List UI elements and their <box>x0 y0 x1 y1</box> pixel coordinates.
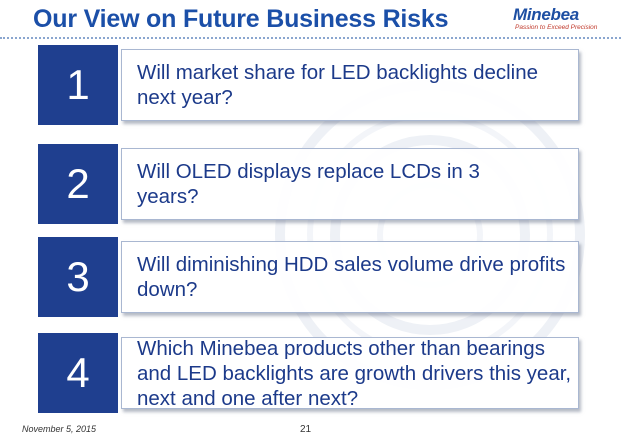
risk-question-box-2: Will OLED displays replace LCDs in 3 yea… <box>121 148 579 220</box>
page-number: 21 <box>300 424 312 435</box>
risk-item-3: 3 Will diminishing HDD sales volume driv… <box>38 237 582 317</box>
risk-question-3: Will diminishing HDD sales volume drive … <box>137 253 566 301</box>
risk-item-2: 2 Will OLED displays replace LCDs in 3 y… <box>38 144 582 224</box>
title-divider <box>0 37 621 39</box>
footer-date: November 5, 2015 <box>22 424 97 434</box>
logo-tagline: Passion to Exceed Precision <box>515 24 598 31</box>
risk-question-2: Will OLED displays replace LCDs in 3 yea… <box>137 160 480 208</box>
risk-number-2: 2 <box>38 144 118 224</box>
logo-name: Minebea <box>513 5 579 24</box>
slide-title: Our View on Future Business Risks <box>33 5 449 33</box>
risk-number-1: 1 <box>38 45 118 125</box>
risk-number-4: 4 <box>38 333 118 413</box>
risk-question-1: Will market share for LED backlights dec… <box>137 61 539 109</box>
risk-question-box-4: Which Minebea products other than bearin… <box>121 336 579 410</box>
company-logo: Minebea Passion to Exceed Precision <box>513 6 609 32</box>
risk-item-1: 1 Will market share for LED backlights d… <box>38 45 582 125</box>
risk-number-3: 3 <box>38 237 118 317</box>
risk-question-box-3: Will diminishing HDD sales volume drive … <box>121 241 579 313</box>
risk-question-4: Which Minebea products other than bearin… <box>137 336 572 410</box>
risk-question-box-1: Will market share for LED backlights dec… <box>121 49 579 121</box>
risk-item-4: 4 Which Minebea products other than bear… <box>38 333 582 413</box>
